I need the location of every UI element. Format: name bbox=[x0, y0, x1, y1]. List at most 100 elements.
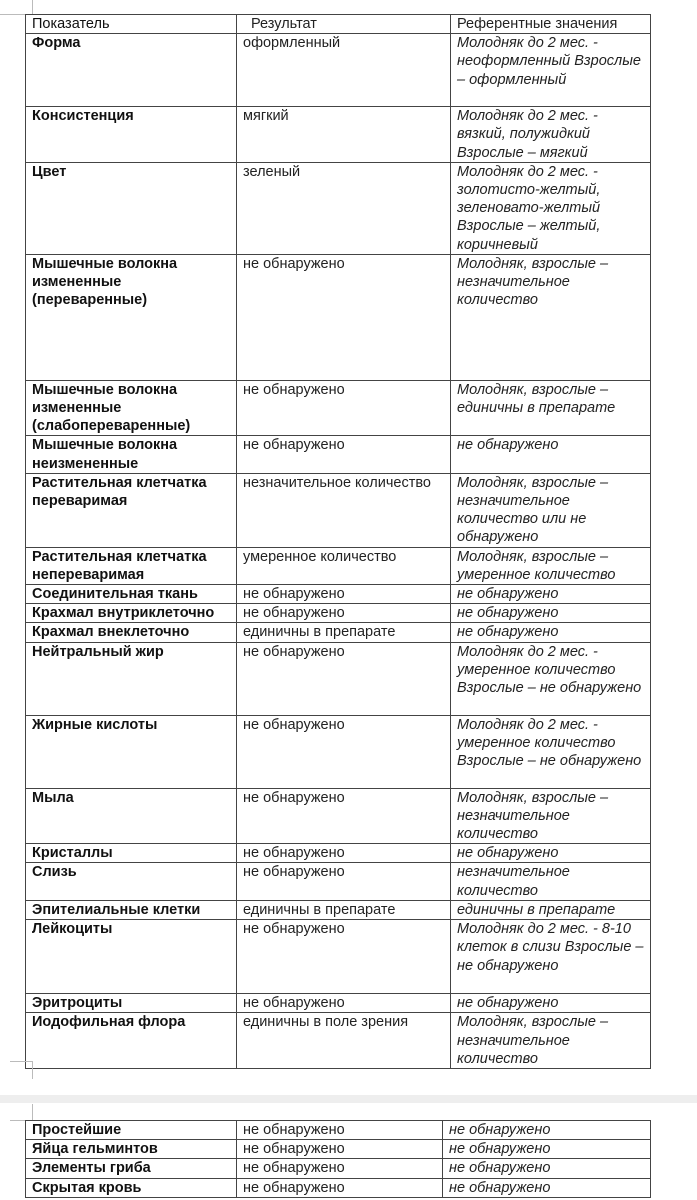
table-row: Жирные кислоты не обнаружено Молодняк до 2… bbox=[25, 714, 651, 789]
result-cell: не обнаружено bbox=[236, 843, 451, 864]
result-cell: оформленный bbox=[236, 33, 451, 108]
indicator-cell: Мышечные волокна измененные (переваренны… bbox=[25, 253, 237, 381]
table-row: Иодофильная флора единичны в поле зрения М… bbox=[25, 1012, 651, 1069]
indicator-cell: Растительная клетчатка непереваримая bbox=[25, 546, 237, 586]
table-row: Мышечные волокна неизмененные не обнаруже… bbox=[25, 435, 651, 474]
result-cell: не обнаружено bbox=[236, 862, 451, 901]
result-cell: незначительное количество bbox=[236, 472, 451, 548]
indicator-cell: Элементы гриба bbox=[25, 1158, 237, 1179]
table-row: Крахмал внутриклеточно не обнаружено не об… bbox=[25, 603, 651, 624]
result-cell: единичны в препарате bbox=[236, 622, 451, 643]
result-cell: умеренное количество bbox=[236, 546, 451, 586]
reference-cell: не обнаружено bbox=[442, 1119, 651, 1141]
table-row: Крахмал внеклеточно единичны в препарате н… bbox=[25, 622, 651, 643]
table-row: Простейшие не обнаружено не обнаружено bbox=[25, 1119, 651, 1141]
reference-cell: Молодняк, взрослые – незначительное коли… bbox=[450, 253, 651, 381]
result-cell: не обнаружено bbox=[236, 919, 451, 995]
indicator-cell: Соединительная ткань bbox=[25, 584, 237, 605]
result-cell: не обнаружено bbox=[236, 1139, 443, 1160]
header-result: Результат bbox=[236, 13, 451, 35]
header-reference: Референтные значения bbox=[450, 13, 651, 35]
table-row: Цвет зеленый Молодняк до 2 мес. - золотист… bbox=[25, 161, 651, 255]
indicator-cell: Иодофильная флора bbox=[25, 1012, 237, 1069]
reference-cell: Молодняк до 2 мес. - золотисто-желтый, з… bbox=[450, 161, 651, 255]
indicator-cell: Цвет bbox=[25, 161, 237, 255]
indicator-cell: Лейкоциты bbox=[25, 919, 237, 995]
page-corner-mark bbox=[10, 1061, 32, 1062]
reference-cell: Молодняк, взрослые – незначительное коли… bbox=[450, 472, 651, 548]
table-row: Мышечные волокна измененные (слабоперева… bbox=[25, 379, 651, 437]
table-row: Эритроциты не обнаружено не обнаружено bbox=[25, 993, 651, 1014]
indicator-cell: Нейтральный жир bbox=[25, 641, 237, 716]
table-row: Лейкоциты не обнаружено Молодняк до 2 мес.… bbox=[25, 919, 651, 995]
result-cell: не обнаружено bbox=[236, 1158, 443, 1179]
page-corner-mark bbox=[32, 1061, 33, 1079]
table-row: Нейтральный жир не обнаружено Молодняк до … bbox=[25, 641, 651, 716]
result-cell: не обнаружено bbox=[236, 253, 451, 381]
result-cell: не обнаружено bbox=[236, 1177, 443, 1198]
header-indicator: Показатель bbox=[25, 13, 237, 35]
result-cell: не обнаружено bbox=[236, 603, 451, 624]
table-row: Эпителиальные клетки единичны в препарате… bbox=[25, 899, 651, 921]
reference-cell: не обнаружено bbox=[450, 622, 651, 643]
reference-cell: не обнаружено bbox=[442, 1139, 651, 1160]
reference-cell: Молодняк, взрослые – незначительное коли… bbox=[450, 787, 651, 845]
reference-cell: единичны в препарате bbox=[450, 899, 651, 921]
reference-cell: Молодняк до 2 мес. - вязкий, полужидкий … bbox=[450, 106, 651, 163]
indicator-cell: Эритроциты bbox=[25, 993, 237, 1014]
indicator-cell: Скрытая кровь bbox=[25, 1177, 237, 1198]
table-row: Консистенция мягкий Молодняк до 2 мес. - в… bbox=[25, 106, 651, 163]
reference-cell: не обнаружено bbox=[450, 435, 651, 474]
page-break bbox=[0, 1095, 697, 1103]
reference-cell: Молодняк, взрослые – единичны в препарат… bbox=[450, 379, 651, 437]
result-cell: не обнаружено bbox=[236, 379, 451, 437]
indicator-cell: Жирные кислоты bbox=[25, 714, 237, 789]
result-cell: зеленый bbox=[236, 161, 451, 255]
table-row: Элементы гриба не обнаружено не обнаружено bbox=[25, 1158, 651, 1179]
reference-cell: не обнаружено bbox=[450, 584, 651, 605]
indicator-cell: Простейшие bbox=[25, 1119, 237, 1141]
page-corner-mark bbox=[32, 1104, 33, 1120]
results-table: Показатель Результат Референтные значени… bbox=[25, 13, 651, 1069]
result-cell: не обнаружено bbox=[236, 435, 451, 474]
result-cell: не обнаружено bbox=[236, 714, 451, 789]
reference-cell: Молодняк до 2 мес. - умеренное количеств… bbox=[450, 714, 651, 789]
table-row: Слизь не обнаружено незначительное количес… bbox=[25, 862, 651, 901]
table-row: Форма оформленный Молодняк до 2 мес. - нео… bbox=[25, 33, 651, 108]
page-corner-mark bbox=[0, 14, 25, 15]
page-corner-mark bbox=[10, 1120, 32, 1121]
reference-cell: Молодняк до 2 мес. - умеренное количеств… bbox=[450, 641, 651, 716]
reference-cell: не обнаружено bbox=[450, 843, 651, 864]
result-cell: единичны в поле зрения bbox=[236, 1012, 451, 1069]
reference-cell: Молодняк до 2 мес. - неоформленный Взрос… bbox=[450, 33, 651, 108]
result-cell: не обнаружено bbox=[236, 1119, 443, 1141]
indicator-cell: Мышечные волокна неизмененные bbox=[25, 435, 237, 474]
indicator-cell: Мышечные волокна измененные (слабоперева… bbox=[25, 379, 237, 437]
indicator-cell: Кристаллы bbox=[25, 843, 237, 864]
reference-cell: не обнаружено bbox=[442, 1158, 651, 1179]
table-row: Яйца гельминтов не обнаружено не обнаружен… bbox=[25, 1139, 651, 1160]
reference-cell: незначительное количество bbox=[450, 862, 651, 901]
indicator-cell: Растительная клетчатка переваримая bbox=[25, 472, 237, 548]
reference-cell: не обнаружено bbox=[442, 1177, 651, 1198]
table-row: Соединительная ткань не обнаружено не обна… bbox=[25, 584, 651, 605]
table-header: Показатель Результат Референтные значени… bbox=[25, 13, 651, 35]
table-row: Кристаллы не обнаружено не обнаружено bbox=[25, 843, 651, 864]
indicator-cell: Консистенция bbox=[25, 106, 237, 163]
indicator-cell: Яйца гельминтов bbox=[25, 1139, 237, 1160]
result-cell: не обнаружено bbox=[236, 787, 451, 845]
indicator-cell: Форма bbox=[25, 33, 237, 108]
result-cell: единичны в препарате bbox=[236, 899, 451, 921]
reference-cell: не обнаружено bbox=[450, 993, 651, 1014]
table-row: Растительная клетчатка непереваримая умер… bbox=[25, 546, 651, 586]
indicator-cell: Мыла bbox=[25, 787, 237, 845]
reference-cell: Молодняк до 2 мес. - 8-10 клеток в слизи… bbox=[450, 919, 651, 995]
result-cell: не обнаружено bbox=[236, 641, 451, 716]
table-row: Растительная клетчатка переваримая незнач… bbox=[25, 472, 651, 548]
page-corner-mark bbox=[32, 0, 33, 14]
indicator-cell: Эпителиальные клетки bbox=[25, 899, 237, 921]
reference-cell: не обнаружено bbox=[450, 603, 651, 624]
indicator-cell: Слизь bbox=[25, 862, 237, 901]
result-cell: мягкий bbox=[236, 106, 451, 163]
table-row: Скрытая кровь не обнаружено не обнаружено bbox=[25, 1177, 651, 1198]
